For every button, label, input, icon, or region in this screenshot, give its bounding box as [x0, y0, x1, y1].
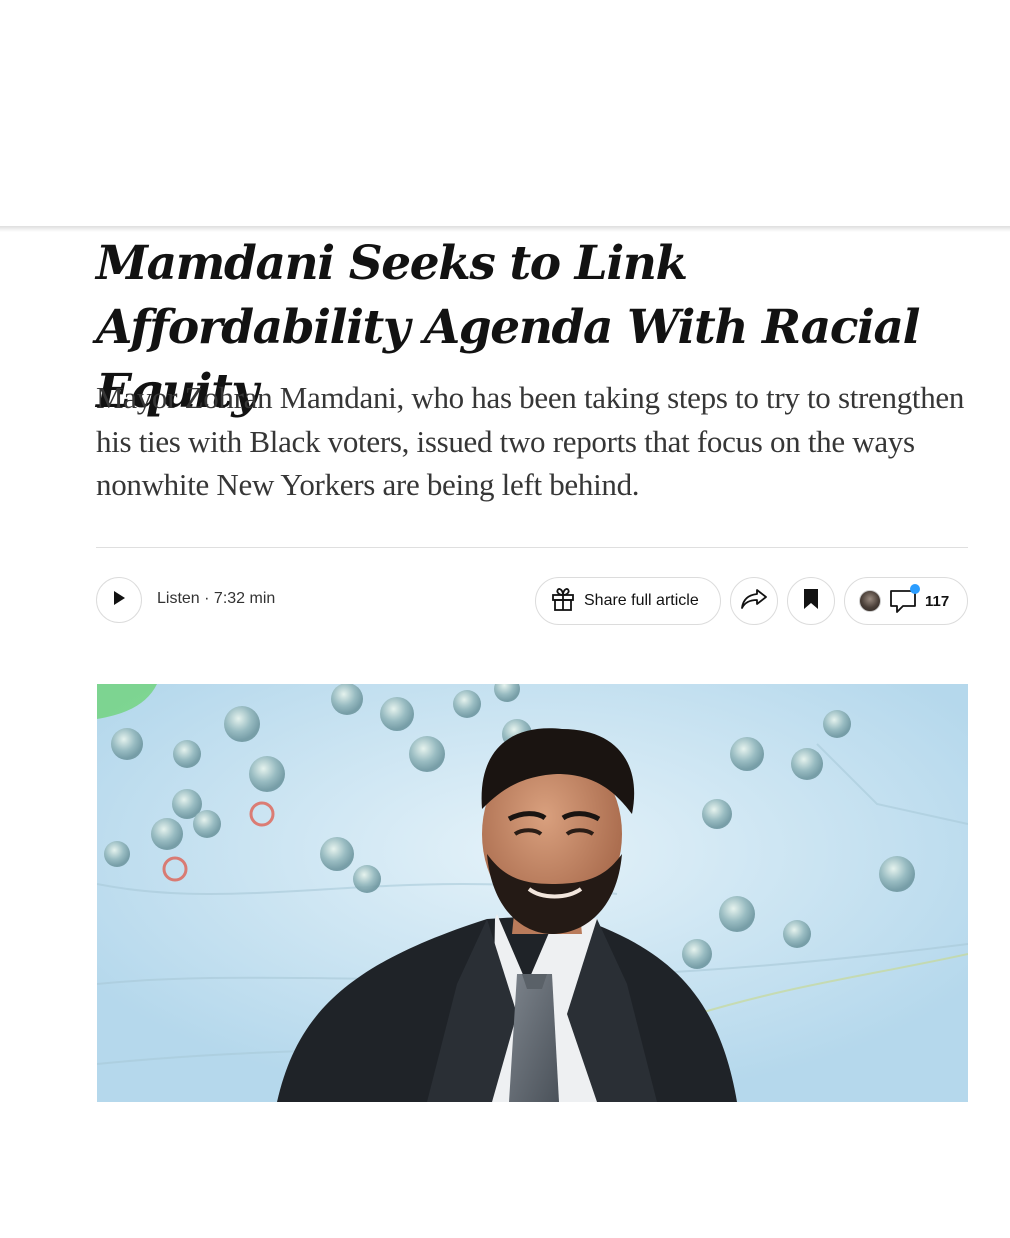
header-shadow: [0, 226, 1010, 232]
share-full-article-label: Share full article: [584, 592, 699, 609]
top-blank-area: [0, 0, 1010, 226]
comment-count: 117: [925, 592, 950, 610]
gift-icon: [550, 586, 576, 617]
notification-dot: [910, 584, 920, 594]
hero-image: [97, 684, 968, 1102]
comment-bubble-icon: [889, 584, 920, 614]
share-button[interactable]: [730, 577, 778, 625]
share-arrow-icon: [740, 588, 768, 615]
article-headline: Mamdani Seeks to Link Affordability Agen…: [96, 236, 920, 419]
article-summary: Mayor Zohran Mamdani, who has been takin…: [96, 380, 965, 502]
divider: [96, 547, 968, 548]
save-button[interactable]: [787, 577, 835, 625]
bookmark-icon: [803, 588, 819, 615]
hero-photo-illustration: [97, 684, 968, 1102]
play-icon: [112, 590, 126, 611]
comments-button[interactable]: 117: [844, 577, 968, 625]
share-full-article-button[interactable]: Share full article: [535, 577, 721, 625]
avatar: [859, 590, 881, 612]
article-toolbar: Listen · 7:32 min Share full article: [96, 577, 968, 625]
listen-play-button[interactable]: [96, 577, 142, 623]
listen-duration: Listen · 7:32 min: [157, 590, 276, 607]
